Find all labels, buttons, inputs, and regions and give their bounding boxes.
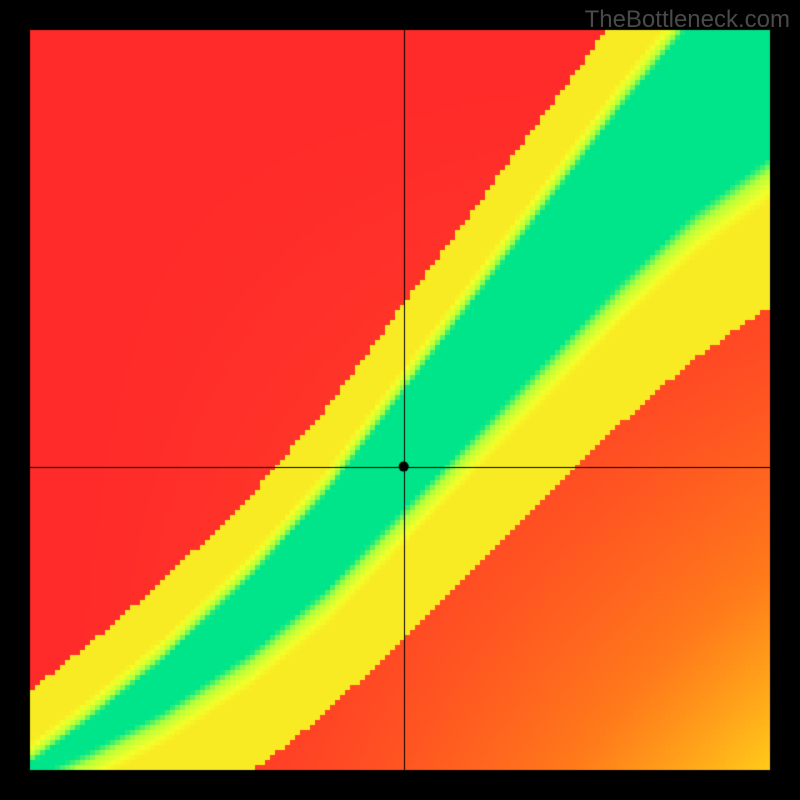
bottleneck-heatmap — [0, 0, 800, 800]
watermark-text: TheBottleneck.com — [585, 6, 790, 34]
